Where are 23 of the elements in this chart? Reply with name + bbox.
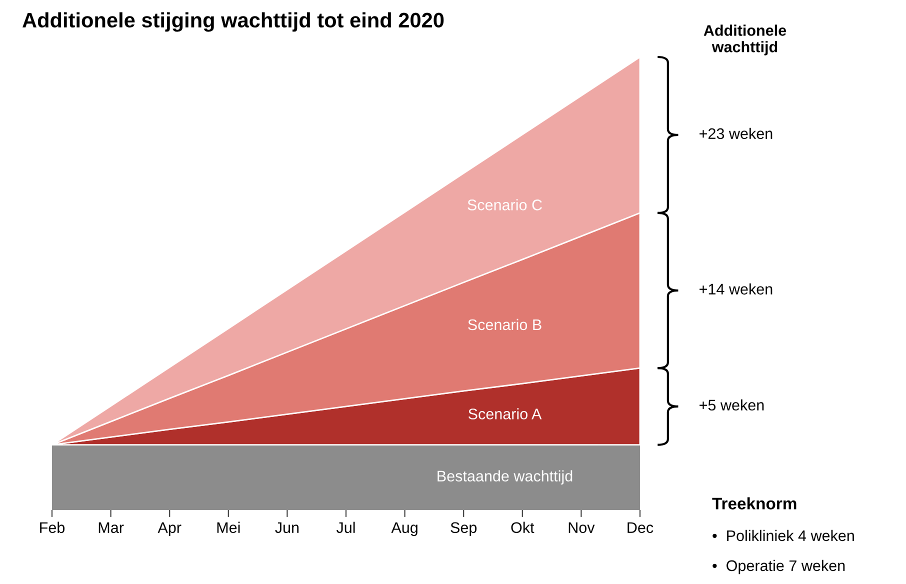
x-tick-label: Mar <box>98 522 124 534</box>
x-tick-label: Dec <box>628 522 654 534</box>
x-tick-label: Aug <box>391 522 418 536</box>
series-label: Scenario A <box>468 408 542 420</box>
x-tick-label: Jul <box>336 522 355 534</box>
x-tick-label: Okt <box>511 522 534 534</box>
x-tick-label: Nov <box>568 522 595 534</box>
x-tick-label: Mei <box>217 522 240 534</box>
text: +14 weken <box>700 283 772 295</box>
text: +5 weken <box>700 399 764 411</box>
chart-title: Additionele stijging wachttijd tot eind 2020 <box>22 12 444 32</box>
text: • Polikliniek 4 weken <box>712 530 854 542</box>
x-tick-label: Jun <box>275 522 299 534</box>
text: +23 weken <box>700 128 772 140</box>
text: Additionele wachttijd <box>704 24 786 56</box>
text: • Operatie 7 weken <box>712 560 845 574</box>
x-tick-label: Apr <box>158 522 182 536</box>
text: Treeknorm <box>712 497 796 510</box>
series-label: Scenario C <box>468 199 542 210</box>
x-tick-label: Sep <box>450 522 477 536</box>
series-label: Scenario B <box>468 318 542 330</box>
x-tick-label: Feb <box>40 522 65 534</box>
band-label: Bestaande wachttijd <box>438 470 572 485</box>
